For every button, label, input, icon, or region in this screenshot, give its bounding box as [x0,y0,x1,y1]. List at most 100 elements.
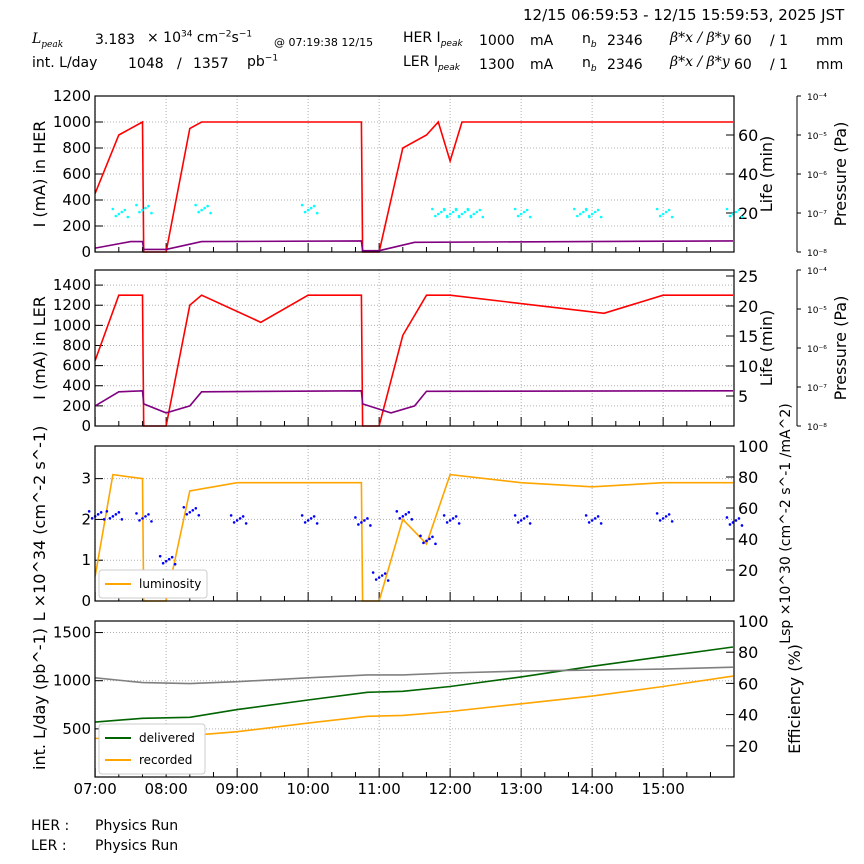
y2-axis-label: Lsp ×10^30 (cm^-2 s^-1 /mA^2) [778,403,794,643]
data-point [150,520,153,523]
data-point [309,517,313,520]
data-point [315,211,319,215]
data-point [445,521,449,524]
data-point [655,512,659,515]
data-point [528,215,532,219]
lpeak-unit: × 1034 cm−2s−1 [147,30,252,46]
data-point [111,207,115,211]
data-point [203,206,206,210]
data-point [206,204,209,208]
data-point [454,207,458,211]
ler-label-sub: peak [437,62,460,73]
unit-cm-exp: −2 [218,29,232,40]
data-point [737,517,741,520]
data-point [516,521,520,524]
y2-tick-label: 40 [738,530,758,549]
data-point [138,519,141,522]
ler-beta-y: / 1 [770,57,789,73]
footer-ler-label: LER : [31,838,67,854]
data-point [419,534,422,538]
data-point [737,208,741,212]
pressure-tick-label: 10⁻⁵ [807,132,827,142]
legend-label: delivered [139,731,195,745]
data-point [593,517,597,520]
her-nb-value: 2346 [607,33,643,49]
her-beta-unit: mm [816,33,844,49]
data-point [522,210,526,214]
y2-tick-label: 80 [738,643,758,662]
pressure-tick-label: 10⁻⁶ [807,345,827,355]
data-point [383,572,387,575]
data-point [522,517,526,520]
footer-her-label: HER : [31,818,70,834]
y-axis-label: L ×10^34 (cm^-2 s^-1) [30,426,49,622]
data-point [442,207,446,211]
data-point [111,515,115,518]
data-point [599,522,603,525]
data-point [194,203,197,207]
data-point [434,542,437,546]
data-point [590,212,594,216]
y-tick-label: 1000 [53,113,91,131]
legend-box [98,569,208,599]
data-point [513,207,517,211]
time-range: 12/15 06:59:53 - 12/15 15:59:53, 2025 JS… [523,6,845,24]
y2-tick-label: 40 [738,165,758,184]
pressure-tick-label: 10⁻⁴ [807,267,827,277]
data-point [445,214,449,218]
data-point [185,512,189,516]
data-point [466,207,470,211]
data-point [579,212,582,216]
pressure-tick-label: 10⁻⁵ [807,306,827,316]
data-point [303,521,307,524]
data-point [667,208,671,212]
data-point [380,574,384,577]
data-point [150,211,153,215]
y-tick-label: 800 [62,139,91,157]
unit-cm: cm [192,30,219,46]
data-point [670,520,674,523]
her-label-sub: peak [440,38,463,49]
unit-s: s [231,30,239,46]
intlum-sep: / [177,56,182,72]
series-line [95,646,734,723]
data-point [191,508,195,512]
data-point [463,210,467,214]
data-point [661,212,665,216]
lpeak-symbol: L [32,31,42,47]
data-point [360,521,363,524]
y-axis-label: I (mA) in LER [30,296,49,400]
data-point [126,215,130,219]
intlum-value-total: 1357 [193,56,229,72]
data-point [244,522,248,525]
x-tick-label: 10:00 [287,780,330,798]
y-tick-label: 500 [62,720,91,738]
x-tick-label: 14:00 [571,780,614,798]
legend-label: luminosity [139,577,201,591]
unit-exp: 34 [181,29,193,40]
y2-tick-label: 20 [738,561,758,580]
data-point [300,514,304,517]
data-point [312,515,316,518]
data-point [170,555,174,559]
data-point [135,203,138,207]
nbunch-line [94,240,734,252]
y2-tick-label: 20 [738,737,758,756]
data-point [303,210,307,214]
data-point [147,204,150,208]
data-point [306,208,310,212]
her-label-text: HER I [403,30,441,46]
ler-nb-text: n [582,55,591,71]
data-point [194,506,198,510]
data-point [241,515,245,518]
data-point [431,535,434,539]
data-point [363,519,366,522]
data-point [472,212,476,216]
data-point [99,511,103,514]
data-point [434,214,437,218]
data-point [425,539,428,543]
y-tick-label: 1400 [53,276,91,294]
data-point [525,208,529,212]
x-tick-label: 08:00 [145,780,188,798]
